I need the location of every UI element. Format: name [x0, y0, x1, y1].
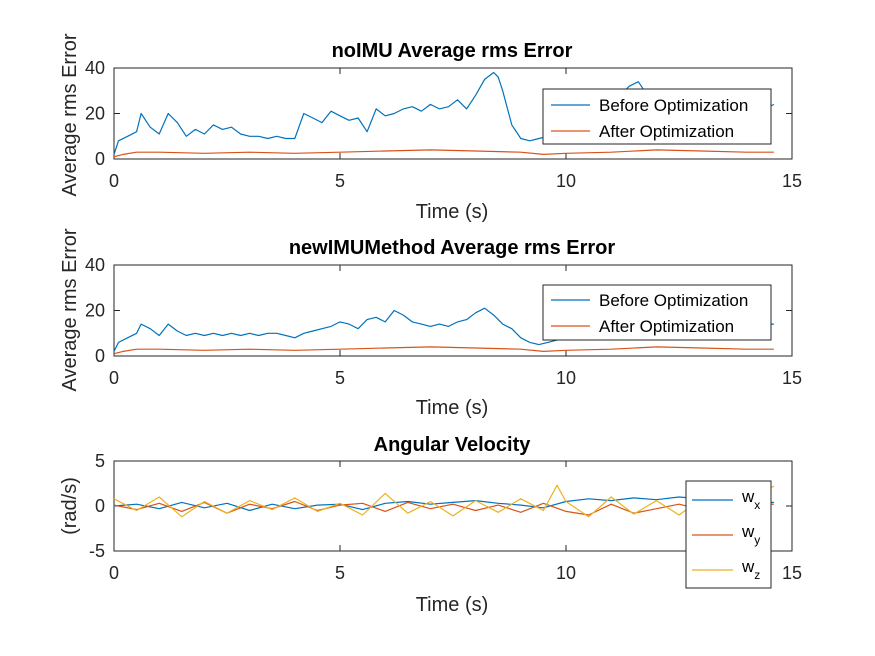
x-tick-label: 5	[335, 368, 345, 388]
y-tick-label: 40	[85, 255, 105, 275]
x-tick-label: 5	[335, 171, 345, 191]
y-tick-label: 40	[85, 58, 105, 78]
panel-angular-velocity-series	[113, 484, 775, 518]
legend-box	[542, 284, 772, 341]
legend-label-after: After Optimization	[599, 317, 734, 336]
panel-noimu-xlabel: Time (s)	[416, 201, 489, 223]
legend-label-wx-sub: x	[754, 498, 760, 512]
x-tick-label: 0	[109, 368, 119, 388]
panel-angular-velocity-title: Angular Velocity	[374, 434, 532, 456]
y-tick-label: -5	[89, 541, 105, 561]
x-tick-label: 0	[109, 563, 119, 583]
panel-noimu-ticks: 0 5 10 15 0 20 40	[85, 58, 802, 191]
y-tick-label: 0	[95, 496, 105, 516]
x-tick-label: 15	[782, 171, 802, 191]
x-tick-label: 10	[556, 171, 576, 191]
panel-newimumethod-xlabel: Time (s)	[416, 397, 489, 419]
panel-newimumethod-ylabel: Average rms Error	[59, 228, 81, 391]
panel-angular-velocity-plot-area	[113, 460, 793, 552]
legend-label-wx: wx	[741, 487, 760, 512]
panel-angular-velocity-xlabel: Time (s)	[416, 594, 489, 616]
legend-label-wy: wy	[741, 522, 760, 547]
legend-label-before: Before Optimization	[599, 291, 748, 310]
series-line-after-optimization	[113, 149, 774, 158]
panel-newimumethod-legend: Before Optimization After Optimization	[542, 284, 772, 341]
panel-noimu: noIMU Average rms Error 0 5 10 15 0 20 40 Time…	[59, 33, 802, 223]
panel-newimumethod-title: newIMUMethod Average rms Error	[289, 237, 616, 259]
legend-label-wz-base: w	[741, 557, 755, 576]
x-tick-label: 15	[782, 563, 802, 583]
panel-noimu-legend: Before Optimization After Optimization	[542, 88, 772, 145]
legend-label-wx-base: w	[741, 487, 755, 506]
y-tick-label: 20	[85, 301, 105, 321]
legend-label-before: Before Optimization	[599, 96, 748, 115]
x-tick-label: 10	[556, 368, 576, 388]
panel-noimu-title: noIMU Average rms Error	[332, 40, 573, 62]
x-tick-label: 15	[782, 368, 802, 388]
panel-angular-velocity: Angular Velocity 0 5 10 15-505 Time (s) (ra…	[59, 434, 802, 616]
legend-label-wy-sub: y	[754, 533, 760, 547]
panel-angular-velocity-legend: wx wy wz	[685, 480, 772, 589]
series-line-after-optimization	[113, 346, 774, 355]
y-tick-label: 20	[85, 104, 105, 124]
panel-newimumethod: newIMUMethod Average rms Error 0 5 10 15 0 20…	[59, 228, 802, 419]
legend-label-after: After Optimization	[599, 122, 734, 141]
legend-label-wy-base: w	[741, 522, 755, 541]
series-line-wz	[113, 484, 775, 518]
series-line-wx	[113, 496, 774, 512]
y-tick-label: 0	[95, 346, 105, 366]
legend-label-wz-sub: z	[754, 568, 760, 582]
legend-label-wz: wz	[741, 557, 760, 582]
panel-angular-velocity-ticks: 0 5 10 15-505	[89, 451, 802, 583]
panel-angular-velocity-ylabel: (rad/s)	[59, 477, 81, 535]
x-tick-label: 5	[335, 563, 345, 583]
panel-noimu-ylabel: Average rms Error	[59, 33, 81, 196]
x-tick-label: 10	[556, 563, 576, 583]
panel-newimumethod-ticks: 0 5 10 15 0 20 40	[85, 255, 802, 388]
legend-box	[542, 88, 772, 145]
y-tick-label: 5	[95, 451, 105, 471]
y-tick-label: 0	[95, 149, 105, 169]
x-tick-label: 0	[109, 171, 119, 191]
